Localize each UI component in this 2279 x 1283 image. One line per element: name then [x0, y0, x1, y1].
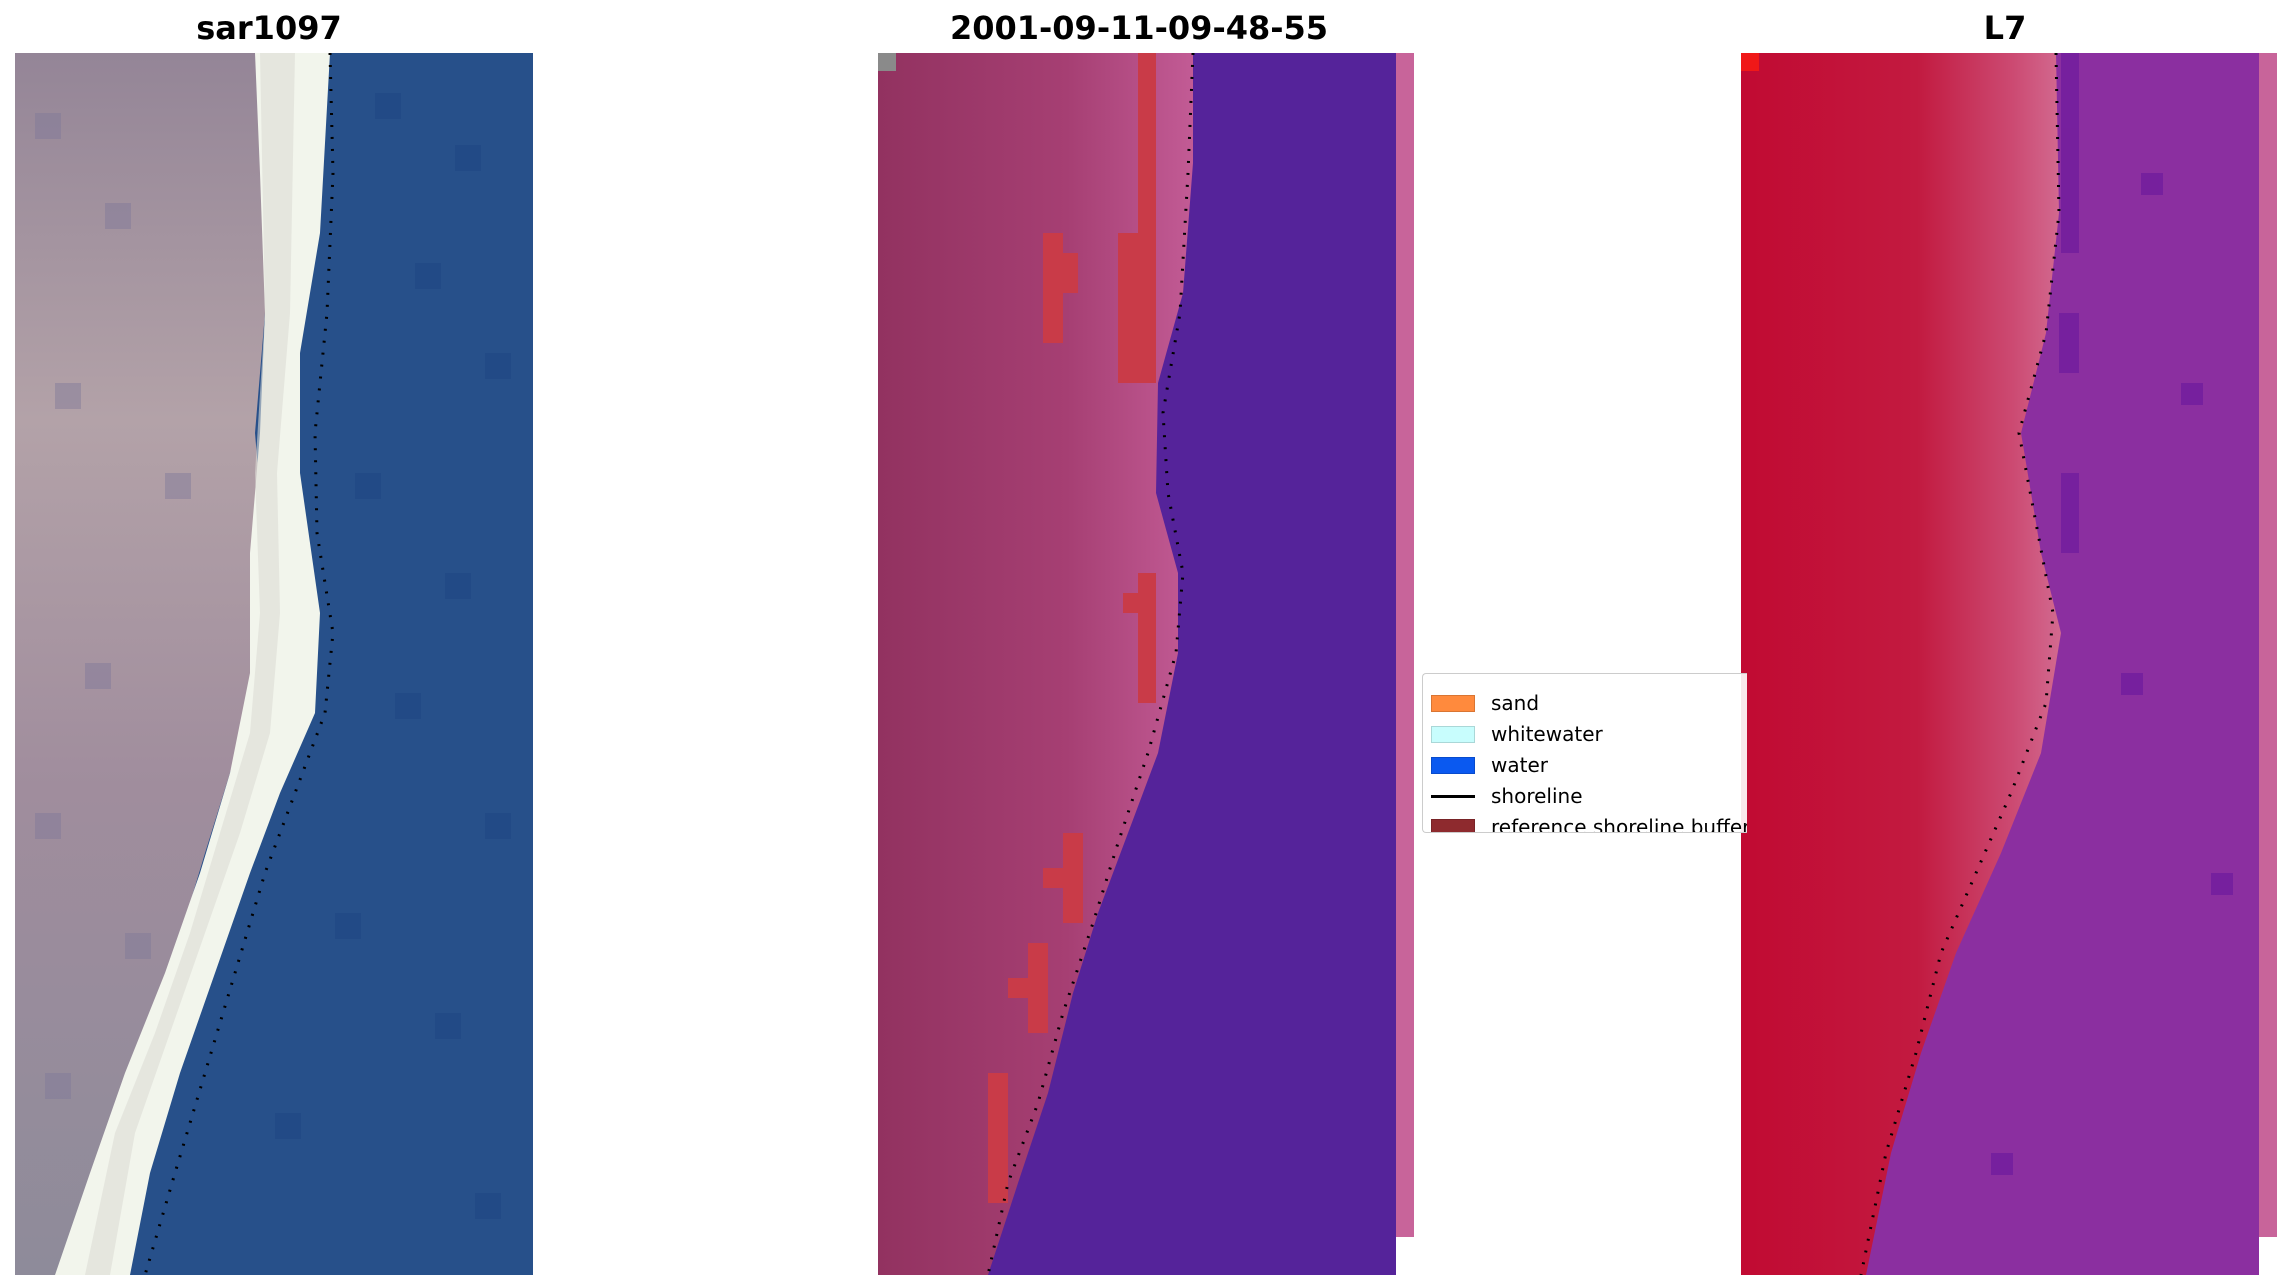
legend-label: water: [1491, 753, 1548, 777]
classified-image: [878, 53, 1396, 1275]
legend: sand whitewater water shoreline referenc…: [1422, 673, 1747, 833]
classified-image-panel: [878, 53, 1396, 1275]
l7-image: [1741, 53, 2259, 1275]
panel-title-l7: L7: [1983, 9, 2027, 47]
legend-item-shoreline: shoreline: [1431, 781, 1583, 811]
legend-label: shoreline: [1491, 784, 1583, 808]
legend-item-whitewater: whitewater: [1431, 719, 1603, 749]
legend-label: sand: [1491, 691, 1540, 715]
whitewater-swatch: [1431, 725, 1475, 743]
classified-side-strip: [1396, 53, 1414, 1237]
water-texture: [275, 93, 511, 1219]
l7-side-strip: [2259, 53, 2277, 1237]
sand-swatch: [1431, 694, 1475, 712]
water-swatch: [1431, 756, 1475, 774]
reference-shoreline-buffer: [988, 53, 1156, 1203]
rgb-image: [15, 53, 533, 1275]
panel-title-date: 2001-09-11-09-48-55: [949, 9, 1329, 47]
shoreline-swatch: [1431, 794, 1475, 798]
legend-item-water: water: [1431, 750, 1548, 780]
shoreline: [1859, 53, 2061, 1275]
l7-image-panel: [1741, 53, 2259, 1275]
legend-item-reference-buffer: reference shoreline buffer: [1431, 812, 1747, 833]
water-texture: [1991, 53, 2233, 1175]
rgb-image-panel: [15, 53, 533, 1275]
legend-label: reference shoreline buffer: [1491, 815, 1747, 833]
panel-title-sar: sar1097: [196, 9, 342, 47]
legend-label: whitewater: [1491, 722, 1603, 746]
legend-item-sand: sand: [1431, 688, 1539, 718]
reference-buffer-swatch: [1431, 818, 1475, 832]
land-texture: [35, 113, 191, 1099]
shoreline: [986, 53, 1195, 1275]
